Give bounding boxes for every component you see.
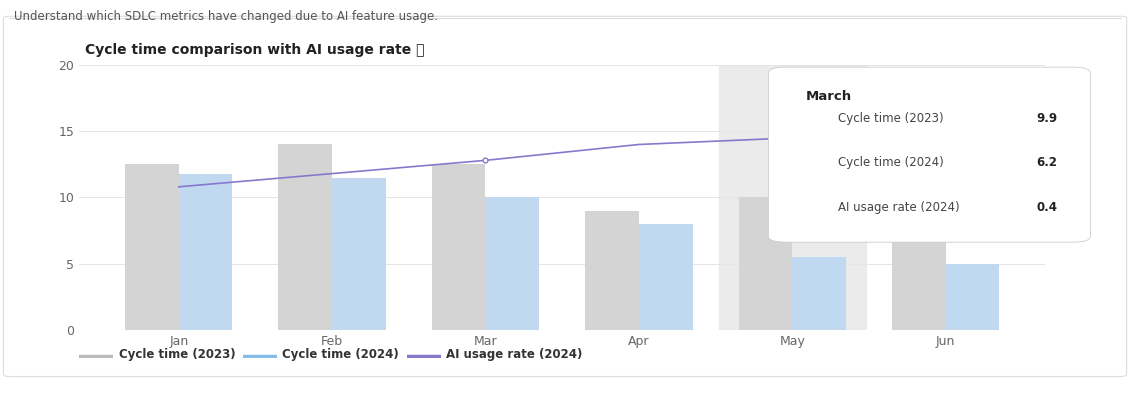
Bar <box>739 197 792 330</box>
Bar <box>585 210 638 330</box>
Bar <box>432 164 486 330</box>
Bar <box>125 164 179 330</box>
Text: 6.2: 6.2 <box>1036 156 1058 169</box>
Text: Cycle time (2024): Cycle time (2024) <box>838 156 945 169</box>
Text: Cycle time (2024): Cycle time (2024) <box>282 348 399 361</box>
Text: Cycle time (2023): Cycle time (2023) <box>838 112 944 125</box>
Text: 9.9: 9.9 <box>1036 112 1058 125</box>
Bar <box>792 257 846 330</box>
Text: March: March <box>806 90 852 103</box>
Bar <box>486 197 539 330</box>
Text: Cycle time (2023): Cycle time (2023) <box>119 348 235 361</box>
Bar <box>638 224 693 330</box>
Text: AI usage rate (2024): AI usage rate (2024) <box>838 201 960 214</box>
Bar <box>892 210 946 330</box>
Text: Understand which SDLC metrics have changed due to AI feature usage.: Understand which SDLC metrics have chang… <box>14 10 437 23</box>
Bar <box>946 264 999 330</box>
Bar <box>332 177 385 330</box>
Bar <box>179 173 233 330</box>
Text: AI usage rate (2024): AI usage rate (2024) <box>446 348 583 361</box>
Text: Cycle time comparison with AI usage rate ⓘ: Cycle time comparison with AI usage rate… <box>85 43 424 57</box>
Bar <box>278 144 332 330</box>
Text: 0.4: 0.4 <box>1036 201 1058 214</box>
Bar <box>719 65 866 330</box>
